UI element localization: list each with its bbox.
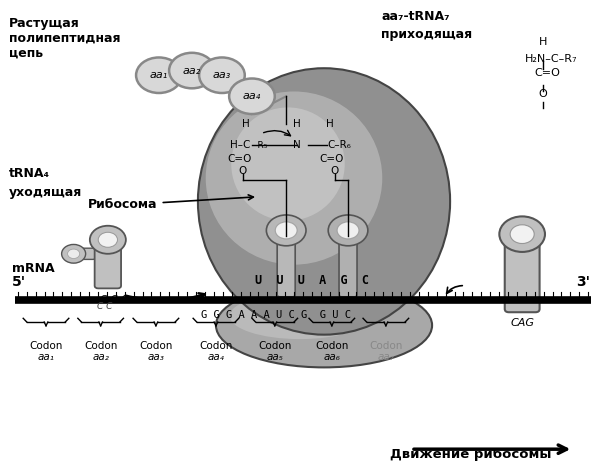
Text: N: N (293, 140, 301, 150)
Circle shape (90, 226, 126, 254)
Ellipse shape (216, 283, 432, 368)
Text: O: O (538, 89, 547, 99)
Text: Codon: Codon (315, 341, 348, 351)
Circle shape (499, 217, 545, 252)
Text: H₂N–C–R₇: H₂N–C–R₇ (525, 54, 578, 64)
Circle shape (229, 79, 275, 114)
Text: O: O (239, 166, 247, 176)
Text: aa₁: aa₁ (38, 352, 55, 362)
Text: Codon: Codon (29, 341, 62, 351)
Text: aa₇: aa₇ (378, 352, 395, 362)
Circle shape (510, 225, 534, 244)
Text: aa₂: aa₂ (183, 66, 201, 76)
Text: tRNA₄: tRNA₄ (8, 167, 50, 180)
Circle shape (199, 57, 245, 93)
Text: Codon: Codon (258, 341, 291, 351)
Text: C C: C C (97, 302, 113, 311)
Text: –R₅: –R₅ (254, 141, 268, 150)
Ellipse shape (198, 68, 450, 335)
Text: aa₃: aa₃ (213, 70, 231, 80)
Circle shape (275, 222, 297, 239)
Text: CAG: CAG (510, 318, 534, 328)
Circle shape (98, 232, 118, 247)
Text: Codon: Codon (139, 341, 173, 351)
Text: H: H (326, 119, 334, 129)
Text: C–R₆: C–R₆ (327, 140, 351, 150)
Ellipse shape (231, 107, 345, 221)
Text: Codon: Codon (84, 341, 118, 351)
Text: Codon: Codon (199, 341, 233, 351)
Text: Codon: Codon (369, 341, 402, 351)
Text: aa₁: aa₁ (150, 70, 168, 80)
FancyBboxPatch shape (339, 239, 357, 297)
Text: H: H (539, 37, 547, 47)
Text: C=O: C=O (319, 154, 344, 165)
Text: уходящая: уходящая (8, 185, 82, 199)
Text: C=O: C=O (228, 154, 252, 165)
Text: aa₄: aa₄ (243, 91, 261, 101)
Text: приходящая: приходящая (381, 28, 472, 42)
Text: aa₃: aa₃ (147, 352, 164, 362)
Text: aa₂: aa₂ (92, 352, 109, 362)
Text: Движение рибосомы: Движение рибосомы (390, 448, 552, 461)
FancyBboxPatch shape (277, 239, 295, 297)
Text: U  U  U  A  G  C: U U U A G C (255, 273, 369, 287)
Text: G G G A A A U C G  G U C: G G G A A A U C G G U C (201, 310, 351, 320)
Circle shape (337, 222, 359, 239)
Text: aa₄: aa₄ (207, 352, 224, 362)
Text: H: H (242, 119, 250, 129)
Ellipse shape (230, 293, 370, 339)
Text: Рибосома: Рибосома (88, 195, 253, 211)
FancyBboxPatch shape (505, 238, 539, 312)
Circle shape (136, 57, 182, 93)
Text: H: H (293, 119, 301, 129)
FancyBboxPatch shape (73, 248, 95, 259)
Text: 5': 5' (12, 275, 26, 289)
Circle shape (267, 215, 306, 246)
Circle shape (328, 215, 368, 246)
Text: C C C: C C C (100, 295, 128, 305)
Text: C=O: C=O (534, 68, 560, 78)
Text: aa₇-tRNA₇: aa₇-tRNA₇ (381, 10, 450, 23)
Text: aa₆: aa₆ (324, 352, 340, 362)
Text: 3': 3' (576, 275, 590, 289)
FancyBboxPatch shape (95, 243, 121, 289)
Circle shape (68, 249, 79, 258)
Circle shape (169, 53, 215, 88)
Text: H–C: H–C (230, 140, 250, 150)
Text: Растущая
полипептидная
цепь: Растущая полипептидная цепь (8, 17, 120, 60)
Text: mRNA: mRNA (12, 263, 55, 275)
Circle shape (62, 245, 85, 263)
Ellipse shape (205, 91, 382, 265)
Text: aa₅: aa₅ (267, 352, 283, 362)
Text: O: O (331, 166, 339, 176)
